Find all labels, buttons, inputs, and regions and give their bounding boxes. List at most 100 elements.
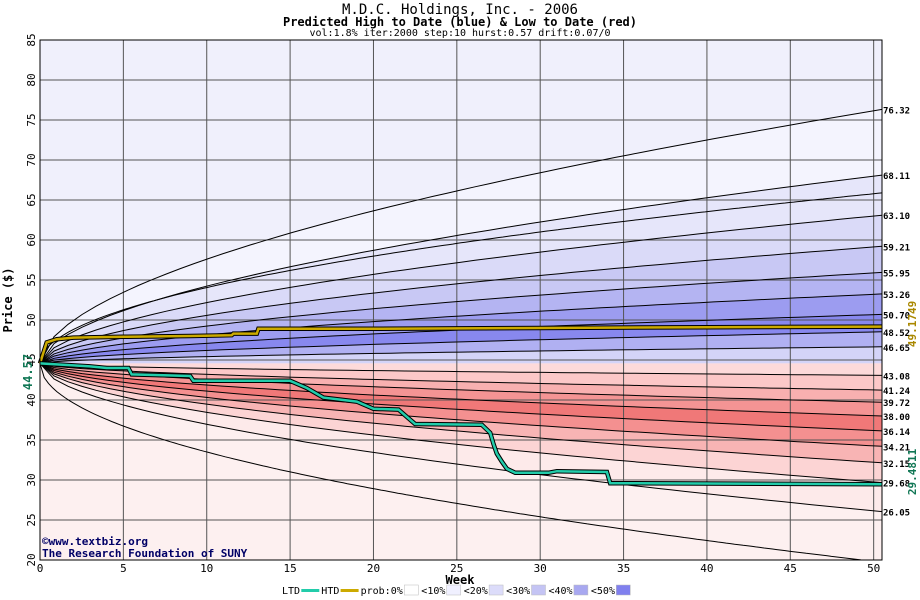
legend-label: <30% <box>506 586 530 597</box>
legend-label: <50% <box>591 586 615 597</box>
legend-swatch <box>301 589 320 592</box>
htd-series-line <box>38 325 883 364</box>
red-band <box>40 363 882 391</box>
ltd-series-line <box>39 362 883 486</box>
ltd-final-label: 29.4811 <box>906 448 919 495</box>
htd-final-label: 49.1749 <box>906 301 919 347</box>
curve-end-label: 43.08 <box>883 372 910 382</box>
percentile-curve <box>39 363 883 484</box>
curve-end-labels: 76.32 68.11 63.10 59.21 55.95 53.26 50.70 48.52… <box>883 106 911 518</box>
percentile-curve <box>39 362 883 464</box>
percentile-curve <box>39 346 883 364</box>
y-tick-label: 40 <box>25 393 38 406</box>
red-band <box>40 363 882 483</box>
start-price-label: 44.57 <box>21 354 35 390</box>
legend-label: LTD <box>282 586 300 597</box>
legend-swatch <box>488 584 504 596</box>
y-tick-label: 45 <box>25 353 38 366</box>
legend-label: prob:0% <box>361 586 403 597</box>
x-axis-label: Week <box>446 573 476 587</box>
legend-swatch <box>446 584 461 596</box>
x-tick-label: 40 <box>700 562 713 575</box>
y-tick-label: 55 <box>25 273 38 286</box>
percentile-curve <box>39 362 883 417</box>
outer-upper-curve <box>39 192 883 364</box>
x-tick-label: 10 <box>200 562 213 575</box>
legend-swatch <box>616 584 631 596</box>
plot-frame <box>39 39 883 561</box>
legend-label: HTD <box>321 586 339 597</box>
blue-band <box>40 272 882 364</box>
y-tick-label: 70 <box>25 153 38 166</box>
blue-band <box>40 109 882 364</box>
red-band <box>40 363 882 463</box>
curve-end-label: 76.32 <box>883 106 910 116</box>
curve-end-label: 32.15 <box>883 460 910 470</box>
percentile-curve <box>39 245 883 364</box>
percentile-curve <box>39 362 883 447</box>
y-tick-label: 25 <box>25 513 38 526</box>
curve-end-label: 63.10 <box>883 212 910 222</box>
curve-end-label: 55.95 <box>883 269 910 279</box>
data-series <box>37 324 883 487</box>
legend-swatch <box>573 584 589 596</box>
red-band <box>40 363 882 403</box>
red-band <box>40 363 882 376</box>
curve-end-label: 26.05 <box>883 509 910 519</box>
chart-subtitle: Predicted High to Date (blue) & Low to D… <box>282 15 637 29</box>
y-tick-label: 80 <box>25 73 38 86</box>
curve-end-label: 34.21 <box>883 443 910 453</box>
x-tick-label: 45 <box>784 562 797 575</box>
y-tick-label: 20 <box>25 553 38 566</box>
x-tick-label: 50 <box>867 562 880 575</box>
y-tick-labels: 20 25 30 35 40 45 50 55 60 65 70 75 80 85 <box>25 33 38 566</box>
legend: LTD HTD prob:0% <10% <20% <30% <40% <50% <box>282 584 631 597</box>
watermark-org: The Research Foundation of SUNY <box>42 547 248 560</box>
curve-end-label: 46.65 <box>883 344 910 354</box>
y-tick-label: 65 <box>25 193 38 206</box>
percentile-curve <box>39 331 883 364</box>
blue-band <box>40 346 882 364</box>
x-tick-label: 35 <box>617 562 630 575</box>
blue-band <box>40 215 882 364</box>
x-tick-label: 25 <box>450 562 463 575</box>
blue-band <box>40 175 882 364</box>
legend-label: <20% <box>464 586 488 597</box>
x-tick-label: 30 <box>534 562 547 575</box>
chart-params: vol:1.8% iter:2000 step:10 hurst:0.57 dr… <box>309 28 611 39</box>
percentile-curve <box>39 362 883 376</box>
curve-end-label: 36.14 <box>883 428 911 438</box>
x-tick-labels: 0 5 10 15 20 25 30 35 40 45 50 <box>37 562 881 575</box>
legend-swatch <box>340 589 359 592</box>
curve-end-label: 68.11 <box>883 172 910 182</box>
blue-band <box>40 246 882 364</box>
legend-swatch <box>404 584 419 596</box>
chart-title: M.D.C. Holdings, Inc. - 2006 <box>341 2 578 18</box>
legend-swatch <box>531 584 546 596</box>
x-tick-label: 0 <box>37 562 44 575</box>
legend-label: <10% <box>421 586 445 597</box>
red-band <box>40 363 882 512</box>
red-band <box>40 363 882 447</box>
curve-end-label: 53.26 <box>883 291 910 301</box>
curve-end-label: 48.52 <box>883 329 910 339</box>
y-tick-label: 35 <box>25 433 38 446</box>
y-tick-label: 85 <box>25 33 38 46</box>
y-axis-label: Price ($) <box>1 267 15 332</box>
curve-end-label: 41.24 <box>883 387 911 397</box>
y-tick-label: 30 <box>25 473 38 486</box>
curve-end-label: 59.21 <box>883 243 910 253</box>
curve-end-label: 50.70 <box>883 311 910 321</box>
x-tick-label: 15 <box>283 562 296 575</box>
outer-lower-curve <box>39 363 882 561</box>
percentile-curve <box>39 362 883 432</box>
red-band <box>40 363 882 416</box>
percentile-curve <box>39 174 883 364</box>
watermark-url: ©www.textbiz.org <box>42 535 148 548</box>
y-tick-label: 50 <box>25 313 38 326</box>
percentile-curve <box>39 108 883 364</box>
curve-end-label: 39.72 <box>883 399 910 409</box>
percentile-curve <box>39 362 883 391</box>
percentile-curve <box>39 363 883 513</box>
